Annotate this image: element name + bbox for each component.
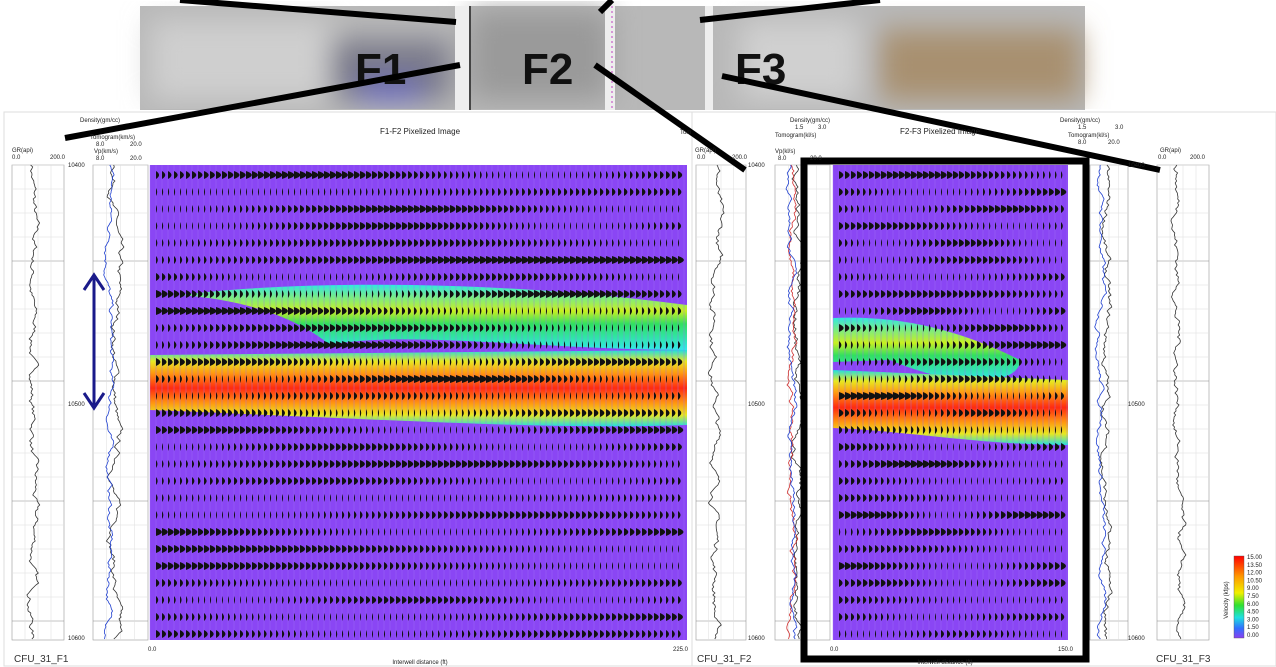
legend-value: 10.50 (1247, 578, 1263, 584)
image-title: F2-F3 Pixelized Image (900, 127, 981, 136)
distance-min: 0.0 (148, 647, 157, 653)
log-min: 8.0 (778, 156, 787, 162)
log-min: 0.0 (697, 155, 706, 161)
pixelized-image (833, 165, 1068, 640)
depth-label: 10500 (1128, 402, 1145, 408)
legend-scale (1234, 556, 1244, 638)
log-max: 200.0 (732, 155, 748, 161)
legend-value: 13.50 (1247, 563, 1263, 569)
log-name: Density(gm/cc) (790, 118, 830, 124)
log-name: GR(api) (12, 148, 33, 154)
log-name: Density(gm/cc) (80, 118, 120, 124)
log-name: GR(api) (1160, 148, 1181, 154)
log-name: Tomogram(km/s) (90, 135, 135, 141)
depth-label: 10600 (1128, 636, 1145, 642)
log-name: Density(gm/cc) (1060, 118, 1100, 124)
legend-title: Velocity (kfps) (1224, 581, 1230, 618)
depth-label: 10400 (68, 163, 85, 169)
log-name: GR(api) (695, 148, 716, 154)
distance-max: 225.0 (673, 647, 689, 653)
depth-label: 10400 (1128, 163, 1145, 169)
fault-label: F1 (355, 45, 406, 94)
figure: F1 F2 F3 F1-F2 Pixelized Image Tom GR(ap… (0, 0, 1276, 667)
legend-value: 7.50 (1247, 594, 1259, 600)
log-name: Tomogram(kl/s) (775, 133, 816, 139)
legend-value: 15.00 (1247, 555, 1263, 561)
log-max: 3.0 (818, 125, 827, 131)
well-name: CFU_31_F2 (697, 654, 752, 665)
legend-value: 9.00 (1247, 586, 1259, 592)
fault-label: F2 (522, 45, 573, 94)
distance-max: 150.0 (1058, 647, 1074, 653)
distance-min: 0.0 (830, 647, 839, 653)
well-name: CFU_31_F3 (1156, 654, 1211, 665)
log-min: 8.0 (96, 142, 105, 148)
log-min: 8.0 (96, 156, 105, 162)
log-min: 0.0 (12, 155, 21, 161)
depth-label: 10500 (68, 402, 85, 408)
legend-value: 6.00 (1247, 602, 1259, 608)
log-min: 8.0 (1078, 140, 1087, 146)
log-name: Vp(km/s) (94, 149, 118, 155)
legend-value: 1.50 (1247, 625, 1259, 631)
log-max: 20.0 (1108, 140, 1120, 146)
log-min: 0.0 (1158, 155, 1167, 161)
cut-label: Tom (680, 130, 691, 136)
top-strip: F1 F2 F3 (140, 6, 1085, 110)
pixelized-image (150, 165, 687, 640)
image-title: F1-F2 Pixelized Image (380, 127, 461, 136)
depth-label: 10500 (748, 402, 765, 408)
distance-label: Interwell distance (ft) (917, 660, 972, 666)
well-name: CFU_31_F1 (14, 654, 69, 665)
log-max: 200.0 (50, 155, 66, 161)
log-min: 1.5 (795, 125, 804, 131)
legend-value: 4.50 (1247, 610, 1259, 616)
legend-value: 3.00 (1247, 617, 1259, 623)
log-max: 20.0 (130, 156, 142, 162)
legend-value: 0.00 (1247, 633, 1259, 639)
distance-label: Interwell distance (ft) (392, 660, 447, 666)
log-max: 3.0 (1115, 125, 1124, 131)
depth-label: 10600 (748, 636, 765, 642)
depth-label: 10600 (68, 636, 85, 642)
log-name: Tomogram(kl/s) (1068, 133, 1109, 139)
depth-label: 10400 (748, 163, 765, 169)
log-max: 20.0 (810, 156, 822, 162)
log-min: 1.5 (1078, 125, 1087, 131)
log-max: 200.0 (1190, 155, 1206, 161)
legend-value: 12.00 (1247, 571, 1263, 577)
log-max: 20.0 (130, 142, 142, 148)
log-name: Vp(kl/s) (775, 149, 795, 155)
